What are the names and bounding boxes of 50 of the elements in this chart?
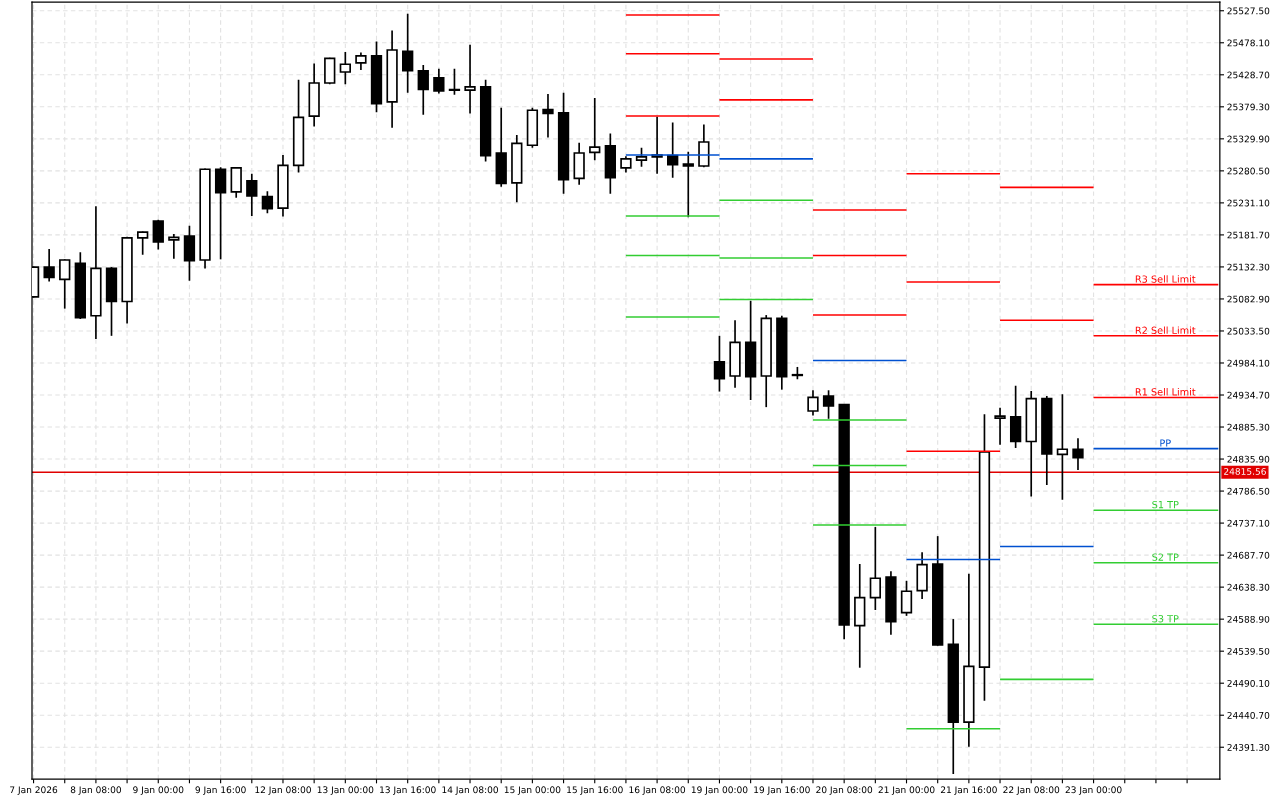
x-tick-label: 8 Jan 08:00: [70, 786, 122, 795]
y-tick-label: 25082.90: [1227, 295, 1270, 303]
y-tick-label: 24934.70: [1227, 391, 1270, 399]
y-tick-label: 25428.70: [1227, 71, 1270, 79]
x-tick-label: 7 Jan 2026: [10, 786, 58, 795]
series-label: R2 Sell Limit: [1135, 326, 1196, 334]
x-tick-label: 13 Jan 00:00: [317, 786, 374, 795]
series-label: PP: [1160, 439, 1171, 447]
y-tick-label: 25181.70: [1227, 231, 1270, 239]
x-tick-label: 22 Jan 08:00: [1003, 786, 1060, 795]
series-label: R1 Sell Limit: [1135, 388, 1196, 396]
x-tick-label: 21 Jan 00:00: [878, 786, 935, 795]
series-label: R3 Sell Limit: [1135, 275, 1196, 283]
y-tick-label: 24984.10: [1227, 359, 1270, 367]
series-label: S2 TP: [1152, 553, 1179, 561]
series-label: S1 TP: [1152, 500, 1179, 509]
y-tick-label: 24687.70: [1227, 551, 1270, 559]
ref-line-label: 24815.56: [1224, 468, 1266, 475]
x-tick-label: 19 Jan 00:00: [691, 786, 748, 795]
y-tick-label: 24786.50: [1227, 487, 1270, 495]
y-tick-label: 25379.30: [1227, 103, 1270, 111]
y-tick-label: 24490.10: [1227, 679, 1270, 687]
y-tick-label: 24440.70: [1227, 711, 1270, 719]
y-tick-label: 24885.30: [1227, 423, 1270, 431]
y-tick-label: 25527.50: [1227, 7, 1270, 15]
x-tick-label: 14 Jan 08:00: [442, 786, 499, 795]
x-tick-label: 16 Jan 08:00: [629, 786, 686, 795]
x-tick-label: 19 Jan 16:00: [754, 786, 810, 795]
y-tick-label: 24638.30: [1227, 583, 1270, 591]
y-tick-label: 25329.90: [1227, 135, 1270, 143]
x-tick-label: 15 Jan 00:00: [504, 786, 561, 795]
x-tick-label: 21 Jan 16:00: [940, 786, 997, 795]
y-tick-label: 24737.10: [1227, 519, 1270, 527]
x-tick-label: 9 Jan 00:00: [133, 786, 184, 795]
y-tick-label: 24539.50: [1227, 647, 1270, 655]
x-tick-label: 13 Jan 16:00: [380, 786, 436, 795]
x-tick-label: 20 Jan 08:00: [816, 786, 873, 795]
x-tick-label: 9 Jan 16:00: [195, 786, 246, 795]
y-tick-label: 25280.50: [1227, 167, 1270, 175]
y-tick-label: 24391.30: [1227, 743, 1270, 751]
y-tick-label: 25231.10: [1227, 199, 1270, 207]
x-tick-label: 12 Jan 08:00: [255, 786, 311, 795]
y-tick-label: 25132.30: [1227, 263, 1270, 271]
y-tick-label: 24835.90: [1227, 455, 1270, 463]
series-label: S3 TP: [1152, 615, 1179, 623]
y-tick-label: 25478.10: [1227, 39, 1270, 47]
y-tick-label: 25033.50: [1227, 327, 1270, 335]
y-tick-label: 24588.90: [1227, 615, 1270, 623]
x-tick-label: 15 Jan 16:00: [567, 786, 623, 795]
x-tick-label: 23 Jan 00:00: [1065, 786, 1122, 795]
